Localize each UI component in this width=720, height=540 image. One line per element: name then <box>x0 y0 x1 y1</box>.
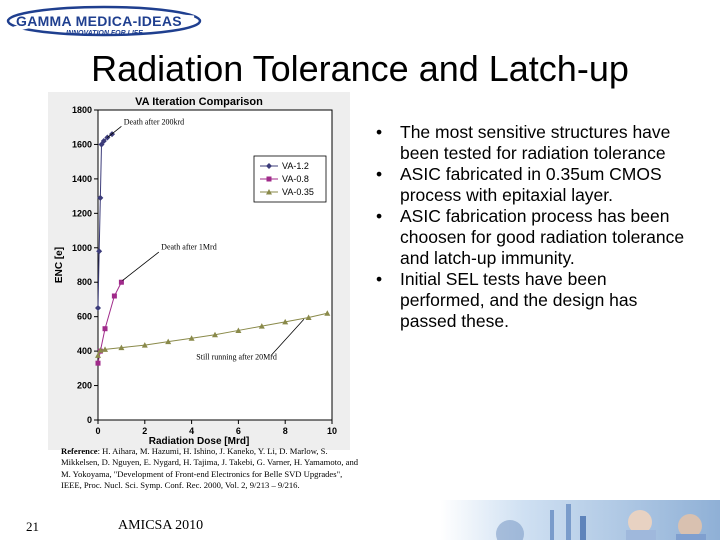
bullet-dot-icon: • <box>376 122 383 142</box>
data-point-triangle <box>188 335 195 341</box>
bullet-item: • The most sensitive structures have been… <box>368 122 686 164</box>
data-point-triangle <box>324 310 331 316</box>
annotation-arrow <box>270 318 305 356</box>
bullet-dot-icon: • <box>376 206 383 226</box>
data-point-square <box>102 326 108 332</box>
data-point-triangle <box>305 314 312 321</box>
data-point-diamond <box>96 248 103 255</box>
bullet-list: • The most sensitive structures have been… <box>368 122 686 332</box>
bullet-item: • ASIC fabrication process has been choos… <box>368 206 686 269</box>
bullet-item: • ASIC fabricated in 0.35um CMOS process … <box>368 164 686 206</box>
data-point-diamond <box>266 163 272 169</box>
company-logo: GAMMA MEDICA-IDEAS INNOVATION FOR LIFE <box>4 4 204 40</box>
chart-title: VA Iteration Comparison <box>135 96 263 108</box>
data-point-triangle <box>258 323 265 329</box>
reference-text: : H. Aihara, M. Hazumi, H. Ishino, J. Ka… <box>61 446 359 490</box>
y-axis-label: ENC [e] <box>54 247 65 283</box>
annotation-arrow <box>107 126 122 138</box>
data-point-triangle <box>266 189 272 195</box>
data-point-triangle <box>102 346 109 352</box>
logo-tagline: INNOVATION FOR LIFE <box>66 30 143 37</box>
data-point-square <box>95 360 101 366</box>
data-point-triangle <box>118 344 125 351</box>
bullet-dot-icon: • <box>376 164 383 184</box>
reference-note: Reference: H. Aihara, M. Hazumi, H. Ishi… <box>61 446 361 491</box>
bullet-text: ASIC fabrication process has been choose… <box>400 206 685 268</box>
series-va-0-35 <box>95 310 331 358</box>
legend-label: VA-0.35 <box>282 187 314 197</box>
x-tick-label: 4 <box>189 426 194 436</box>
data-point-triangle <box>235 327 242 333</box>
data-point-triangle <box>282 318 289 325</box>
data-point-diamond <box>97 194 104 201</box>
x-tick-label: 8 <box>283 426 288 436</box>
y-tick-label: 400 <box>77 346 92 356</box>
x-tick-label: 6 <box>236 426 241 436</box>
slide-number: 21 <box>26 519 39 534</box>
y-tick-label: 600 <box>77 312 92 322</box>
data-point-triangle <box>95 352 101 358</box>
data-point-triangle <box>165 338 172 345</box>
x-tick-label: 0 <box>95 426 100 436</box>
data-point-square <box>118 279 124 285</box>
lab-photo-banner-image <box>440 500 720 540</box>
data-point-triangle <box>97 347 104 353</box>
y-tick-label: 1000 <box>72 243 92 253</box>
footer-conference: AMICSA 2010 <box>118 518 204 533</box>
y-tick-label: 200 <box>77 381 92 391</box>
data-point-diamond <box>100 138 107 144</box>
data-point-diamond <box>95 305 101 312</box>
legend-label: VA-0.8 <box>282 174 309 184</box>
x-tick-label: 10 <box>327 426 337 436</box>
bullet-dot-icon: • <box>376 269 383 289</box>
y-tick-label: 1400 <box>72 174 92 184</box>
data-point-square <box>266 176 272 182</box>
annotation-label: Death after 200krd <box>124 118 184 127</box>
y-tick-label: 1200 <box>72 208 92 218</box>
y-tick-label: 1600 <box>72 139 92 149</box>
reference-label: Reference <box>61 446 98 456</box>
y-tick-label: 800 <box>77 277 92 287</box>
slide-title: Radiation Tolerance and Latch-up <box>91 48 629 89</box>
x-axis-label: Radiation Dose [Mrd] <box>149 436 250 447</box>
bullet-text: ASIC fabricated in 0.35um CMOS process w… <box>400 164 662 205</box>
bullet-text: The most sensitive structures have been … <box>400 122 671 163</box>
logo-name: GAMMA MEDICA-IDEAS <box>16 13 182 29</box>
annotation-label: Death after 1Mrd <box>161 243 217 252</box>
x-tick-label: 2 <box>142 426 147 436</box>
annotation-arrow <box>122 251 160 281</box>
annotation-label: Still running after 20Mrd <box>196 353 277 362</box>
legend-label: VA-1.2 <box>282 161 309 171</box>
bullet-item: • Initial SEL tests have been performed, … <box>368 269 686 332</box>
bullet-text: Initial SEL tests have been performed, a… <box>400 269 638 331</box>
data-point-square <box>111 293 117 299</box>
logo-swoosh-icon <box>6 5 202 37</box>
va-iteration-chart: VA Iteration Comparison 0200400600800100… <box>48 92 350 450</box>
y-tick-label: 1800 <box>72 105 92 115</box>
y-tick-label: 0 <box>87 415 92 425</box>
data-point-triangle <box>141 342 148 348</box>
data-point-triangle <box>212 331 218 338</box>
